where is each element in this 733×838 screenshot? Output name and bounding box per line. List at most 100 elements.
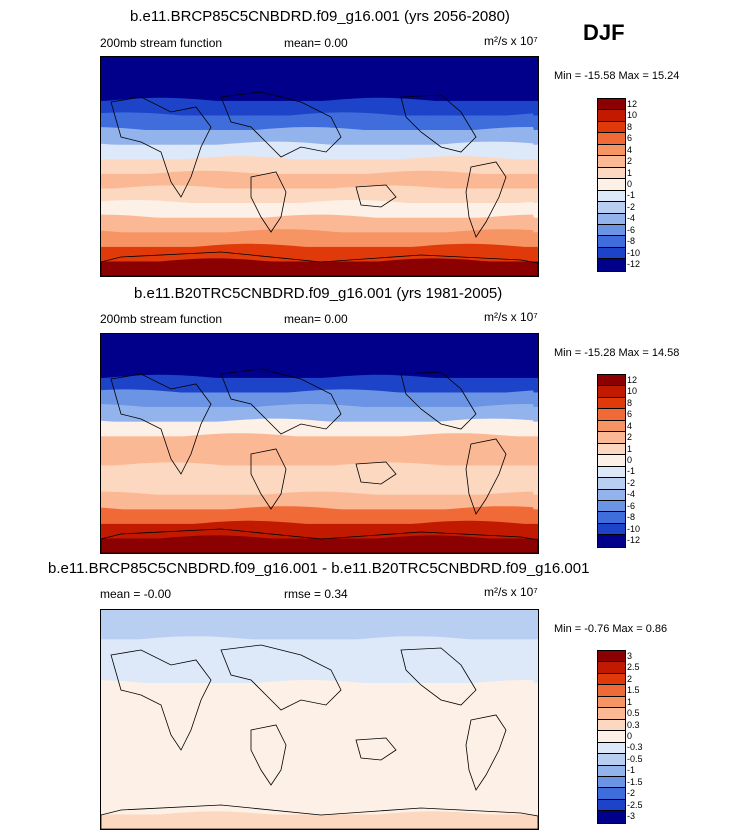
colorbar-tick-label: -1 — [627, 466, 636, 477]
contour-band-edge — [101, 506, 538, 524]
colorbar-tick-label: 2 — [627, 432, 633, 443]
colorbar-swatch — [598, 432, 625, 444]
contour-band-edge — [101, 738, 538, 756]
colorbar-tick-label: 12 — [627, 374, 638, 385]
colorbar-swatch — [598, 512, 625, 524]
colorbar-swatch — [598, 651, 625, 663]
panel-2-title: b.e11.B20TRC5CNBDRD.f09_g16.001 (yrs 198… — [134, 285, 503, 302]
contour-band-edge — [101, 170, 538, 189]
colorbar-tick-label: 2 — [627, 673, 633, 684]
contour-band-edge — [101, 185, 538, 203]
coastline — [400, 371, 477, 430]
colorbar-tick-label: 0 — [627, 455, 633, 465]
colorbar-swatch — [598, 489, 625, 501]
coastline — [465, 161, 507, 238]
colorbar-tick-label: -10 — [627, 247, 641, 258]
panel-1-mean-label: mean= 0.00 — [284, 36, 348, 50]
panel-3-map — [100, 609, 539, 830]
contour-band-edge — [101, 229, 538, 247]
colorbar-swatch — [598, 685, 625, 697]
colorbar-tick-label: -3 — [627, 811, 636, 822]
colorbar-tick-label: -0.3 — [627, 742, 643, 753]
contour-band-edge — [101, 462, 538, 480]
colorbar-tick-label: -4 — [627, 213, 636, 224]
coastline — [101, 804, 538, 829]
colorbar-swatch — [598, 110, 625, 122]
contour-band-edge — [101, 650, 538, 669]
coastline — [220, 644, 342, 711]
contour-band-edge — [101, 767, 538, 786]
colorbar-swatch — [598, 156, 625, 168]
panel-1-colorbar — [597, 98, 626, 272]
panel-2-minmax: Min = -15.28 Max = 14.58 — [554, 347, 680, 359]
colorbar-tick-label: -6 — [627, 224, 636, 235]
colorbar-tick-label: -2.5 — [627, 799, 643, 810]
coastline — [101, 251, 538, 276]
panel-3-minmax: Min = -0.76 Max = 0.86 — [554, 623, 668, 635]
contour-band-edge — [101, 477, 538, 495]
coastline — [250, 171, 287, 233]
panel-2-map — [100, 333, 539, 554]
colorbar-swatch — [598, 213, 625, 225]
panel-3-colorbar — [597, 650, 626, 824]
colorbar-swatch — [598, 719, 625, 732]
coastline — [101, 528, 538, 553]
colorbar-swatch — [598, 397, 625, 410]
coastline — [400, 94, 477, 153]
colorbar-swatch — [598, 731, 625, 743]
colorbar-tick-label: -1 — [627, 190, 636, 201]
contour-band-edge — [101, 127, 538, 145]
contour-band-edge — [101, 404, 538, 422]
contour-band-edge — [101, 535, 538, 553]
colorbar-swatch — [598, 409, 625, 421]
colorbar-tick-label: 10 — [627, 110, 638, 121]
panel-3-rmse-label: rmse = 0.34 — [284, 587, 348, 601]
contour-band-edge — [101, 491, 538, 510]
coastline — [400, 647, 477, 706]
contour-band-edge — [101, 83, 538, 101]
coastline — [220, 91, 342, 158]
colorbar-tick-label: 0.3 — [627, 719, 640, 730]
colorbar-swatch — [598, 247, 625, 260]
colorbar-tick-label: 4 — [627, 420, 633, 431]
panel-1-map — [100, 56, 539, 277]
colorbar-tick-label: 1 — [627, 443, 633, 454]
colorbar-tick-label: 10 — [627, 386, 638, 397]
colorbar-tick-label: -0.5 — [627, 753, 643, 764]
colorbar-swatch — [598, 523, 625, 536]
contour-band-edge — [101, 68, 538, 87]
map-canvas — [101, 57, 538, 276]
colorbar-tick-label: 1 — [627, 167, 633, 178]
panel-2-mean-label: mean= 0.00 — [284, 312, 348, 326]
colorbar-tick-label: 8 — [627, 397, 633, 408]
colorbar-swatch — [598, 799, 625, 812]
colorbar-swatch — [598, 535, 625, 547]
colorbar-swatch — [598, 708, 625, 720]
colorbar-tick-label: 0 — [627, 179, 633, 189]
contour-band-edge — [101, 782, 538, 800]
colorbar-tick-label: -1.5 — [627, 776, 643, 787]
colorbar-swatch — [598, 420, 625, 433]
colorbar-tick-label: 0 — [627, 731, 633, 741]
contour-band-edge — [101, 200, 538, 218]
contour-band-edge — [101, 243, 538, 262]
colorbar-swatch — [598, 144, 625, 157]
colorbar-tick-label: 1 — [627, 696, 633, 707]
colorbar-tick-label: -2 — [627, 788, 636, 799]
contour-band-edge — [101, 709, 538, 727]
colorbar-swatch — [598, 190, 625, 203]
colorbar-swatch — [598, 386, 625, 398]
coastline — [110, 373, 212, 475]
colorbar-tick-label: 0.5 — [627, 708, 640, 719]
colorbar-tick-label: 12 — [627, 98, 638, 109]
colorbar-tick-label: 1.5 — [627, 685, 640, 696]
latitude-band — [101, 334, 538, 350]
colorbar-swatch — [598, 259, 625, 271]
panel-3-mean-label: mean = -0.00 — [100, 587, 172, 601]
panel-1-units-label: m²/s x 10⁷ — [484, 34, 538, 48]
colorbar-swatch — [598, 811, 625, 823]
colorbar-tick-label: 8 — [627, 121, 633, 132]
colorbar-swatch — [598, 179, 625, 191]
contour-band-edge — [101, 433, 538, 451]
colorbar-tick-label: 3 — [627, 650, 633, 661]
